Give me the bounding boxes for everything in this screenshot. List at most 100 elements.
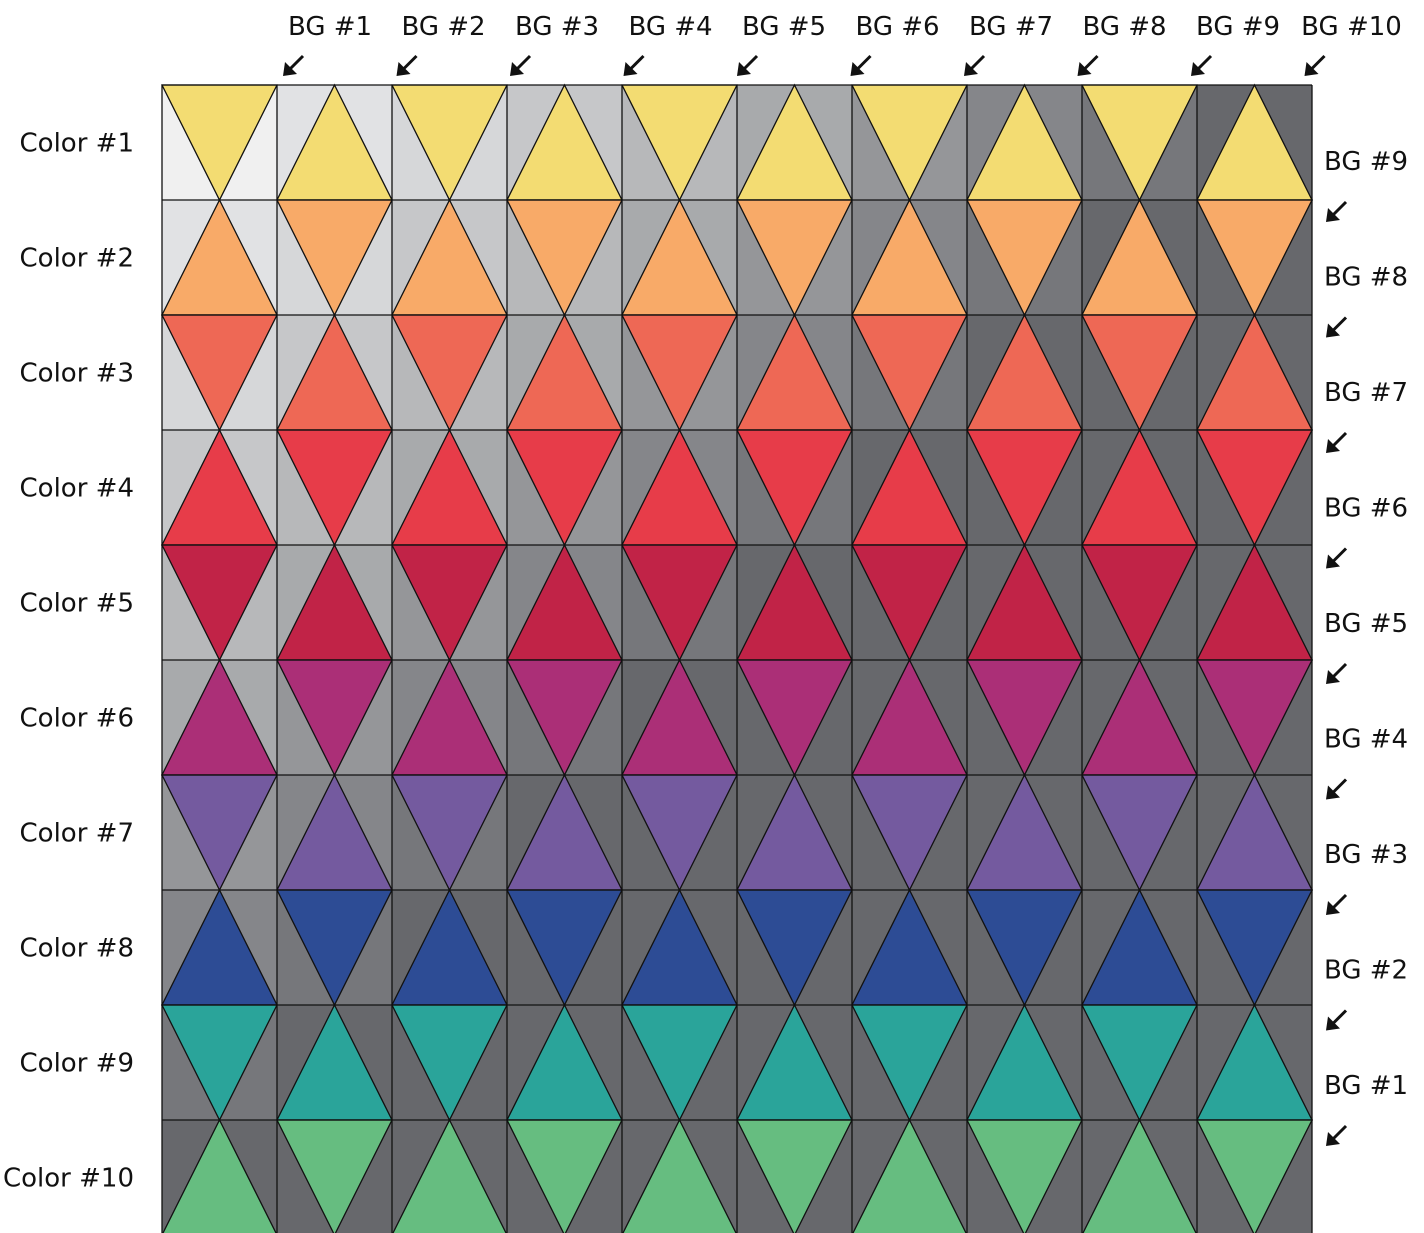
arrow-icon — [1304, 54, 1326, 76]
side-bg-label: BG #7 — [1324, 378, 1408, 408]
side-bg-label: BG #2 — [1324, 956, 1408, 986]
grid-cell — [275, 659, 394, 777]
side-bg-label: BG #1 — [1324, 1071, 1408, 1101]
row-label: Color #7 — [20, 819, 134, 849]
grid-cell — [965, 313, 1084, 431]
grid-cell — [620, 314, 739, 432]
grid-cell — [275, 1119, 394, 1233]
grid-cell — [1080, 774, 1199, 892]
grid-cell — [965, 429, 1084, 547]
grid-cell — [1195, 199, 1314, 317]
grid-cell — [390, 314, 509, 432]
grid-cell — [160, 314, 279, 432]
grid-cell — [620, 888, 739, 1006]
arrow-icon — [1077, 54, 1099, 76]
grid-cell — [505, 83, 624, 201]
grid-cell — [1195, 1119, 1314, 1233]
grid-cell — [965, 889, 1084, 1007]
grid-cell — [505, 889, 624, 1007]
arrow-icon — [1191, 54, 1213, 76]
grid-cell — [735, 313, 854, 431]
grid-cell — [390, 198, 509, 316]
column-bg-label: BG #10 — [1301, 12, 1402, 42]
row-label: Color #2 — [20, 244, 134, 274]
grid-cell — [1195, 429, 1314, 547]
side-bg-label: BG #6 — [1324, 494, 1408, 524]
grid-cell — [160, 428, 279, 546]
grid-cell — [390, 84, 509, 202]
row-label: Color #9 — [20, 1049, 134, 1079]
grid-cell — [852, 1118, 967, 1233]
grid-cell — [1080, 1004, 1199, 1122]
triangle-up — [622, 1118, 737, 1233]
grid-cell — [275, 543, 394, 661]
grid-cell — [850, 544, 969, 662]
side-bg-label: BG #3 — [1324, 840, 1408, 870]
grid-cell — [965, 1119, 1084, 1233]
side-bg-label: BG #9 — [1324, 147, 1408, 177]
grid-cell — [390, 774, 509, 892]
arrow-icon — [1326, 1009, 1348, 1031]
row-label: Color #8 — [20, 934, 134, 964]
grid-cell — [735, 1003, 854, 1121]
grid-cell — [275, 429, 394, 547]
grid-cell — [1080, 428, 1199, 546]
grid-cell — [160, 84, 279, 202]
grid-cell — [1080, 888, 1199, 1006]
arrow-icon — [1326, 200, 1348, 222]
column-bg-label: BG #3 — [515, 12, 599, 42]
grid-cell — [392, 1118, 507, 1233]
grid-cell — [505, 199, 624, 317]
grid-cell — [505, 543, 624, 661]
grid-cell — [275, 199, 394, 317]
grid-cell — [1082, 1118, 1197, 1233]
arrow-icon — [510, 54, 532, 76]
arrow-icon — [1326, 662, 1348, 684]
grid-cell — [390, 544, 509, 662]
grid-cell — [275, 773, 394, 891]
grid-cell — [620, 428, 739, 546]
grid-cell — [965, 83, 1084, 201]
row-label: Color #10 — [3, 1164, 134, 1194]
grid-cell — [735, 889, 854, 1007]
grid-cell — [850, 658, 969, 776]
column-bg-label: BG #1 — [288, 12, 372, 42]
grid-cell — [390, 1004, 509, 1122]
arrow-icon — [1326, 893, 1348, 915]
grid-cell — [160, 774, 279, 892]
grid-cell — [620, 544, 739, 662]
triangle-up — [852, 1118, 967, 1233]
grid-cell — [620, 658, 739, 776]
side-bg-label: BG #8 — [1324, 263, 1408, 293]
row-label: Color #3 — [20, 359, 134, 389]
column-bg-label: BG #5 — [742, 12, 826, 42]
column-bg-label: BG #2 — [401, 12, 485, 42]
grid-cell — [1195, 83, 1314, 201]
grid-frame — [161, 84, 1313, 1233]
grid-cell — [850, 888, 969, 1006]
grid-cell — [160, 888, 279, 1006]
grid-cell — [965, 199, 1084, 317]
grid-cell — [1080, 544, 1199, 662]
grid-cell — [1195, 1003, 1314, 1121]
grid-cell — [160, 544, 279, 662]
grid-cell — [160, 198, 279, 316]
grid-cell — [505, 313, 624, 431]
grid-cell — [735, 1119, 854, 1233]
grid-cell — [735, 543, 854, 661]
grid-cell — [275, 313, 394, 431]
grid-cell — [275, 1003, 394, 1121]
grid-cell — [965, 659, 1084, 777]
grid-cell — [1195, 773, 1314, 891]
arrow-icon — [396, 54, 418, 76]
arrow-icon — [623, 54, 645, 76]
grid-cell — [1195, 659, 1314, 777]
grid-cell — [275, 889, 394, 1007]
row-label: Color #6 — [20, 704, 134, 734]
grid-cell — [1195, 313, 1314, 431]
grid-cell — [1080, 658, 1199, 776]
triangle-up — [1082, 1118, 1197, 1233]
grid-cell — [505, 659, 624, 777]
arrow-icon — [1326, 547, 1348, 569]
